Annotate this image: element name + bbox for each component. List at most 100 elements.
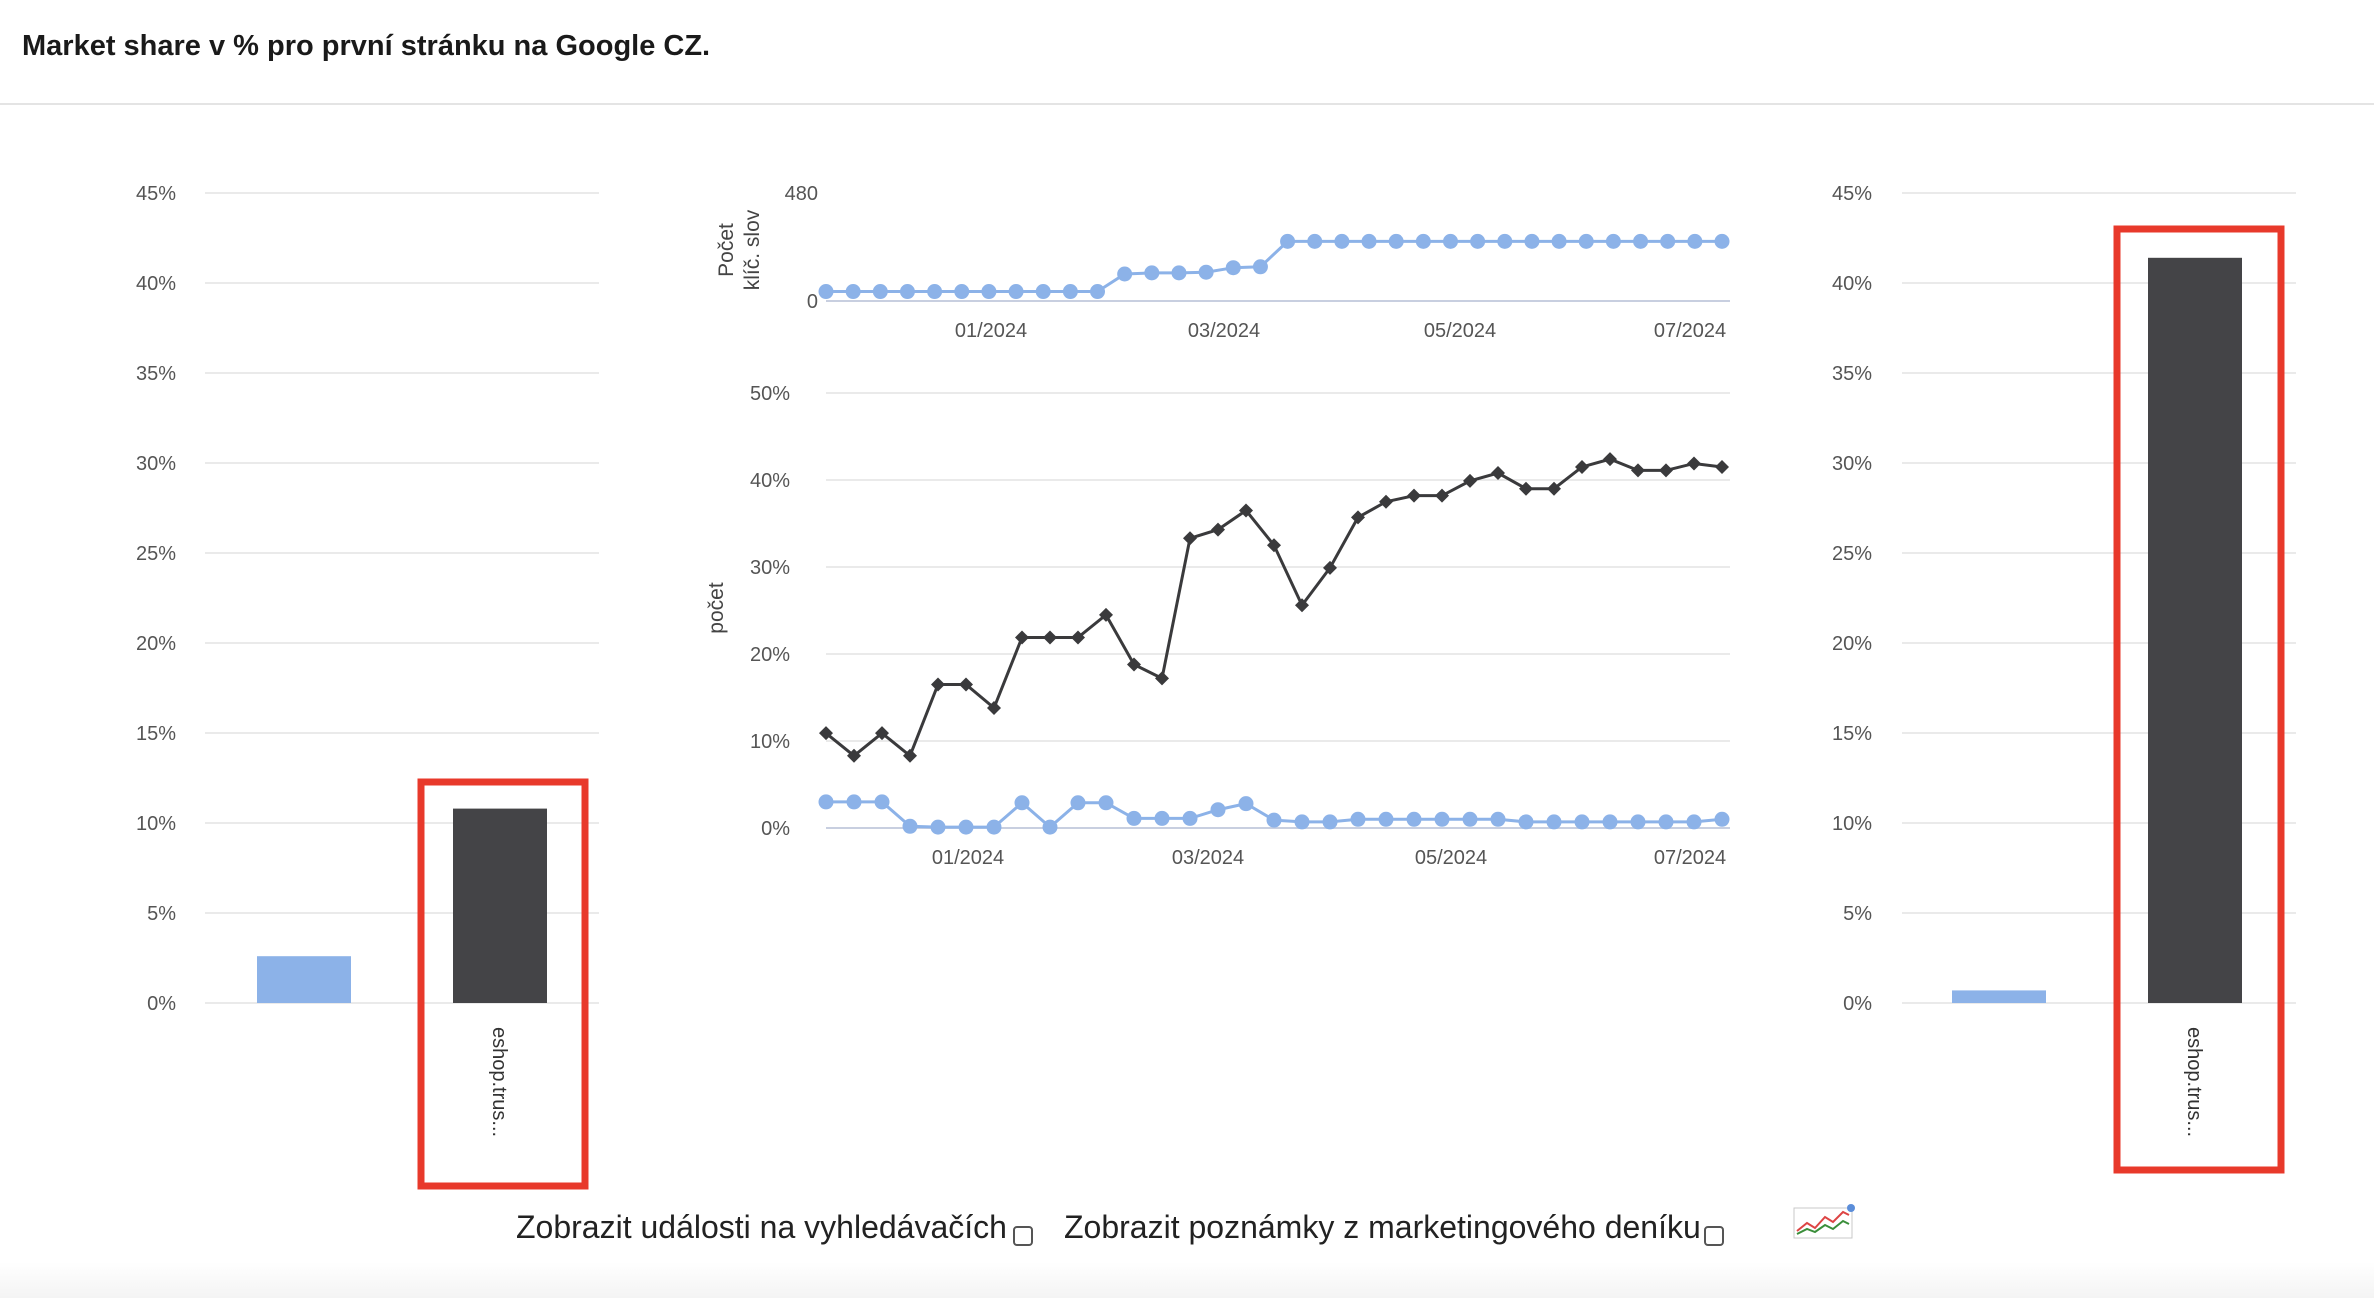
data-point — [1631, 463, 1645, 478]
data-point — [1295, 598, 1309, 613]
data-point — [1603, 452, 1617, 467]
data-point — [1090, 284, 1106, 300]
data-point — [1497, 233, 1513, 249]
data-point — [981, 284, 997, 300]
y-axis-title: počet — [705, 582, 728, 634]
data-point — [1294, 814, 1310, 830]
y-tick-label: 5% — [1843, 903, 1872, 925]
y-tick-label: 25% — [136, 543, 176, 565]
data-point — [1659, 463, 1673, 478]
data-point — [1280, 233, 1296, 249]
data-point — [958, 819, 974, 835]
y-tick-label: 5% — [147, 903, 176, 925]
data-point — [1407, 488, 1421, 503]
marketing-notes-label: Zobrazit poznámky z marketingového deník… — [1064, 1209, 1701, 1245]
data-point — [1518, 814, 1534, 830]
bar — [2148, 257, 2242, 1003]
data-point — [1322, 814, 1338, 830]
y-tick-label: 30% — [136, 453, 176, 475]
data-point — [954, 284, 970, 300]
y-tick-label: 20% — [136, 633, 176, 655]
x-tick-label: 01/2024 — [932, 847, 1004, 869]
data-point — [1042, 819, 1058, 835]
x-tick-label: 03/2024 — [1188, 320, 1260, 342]
bar — [1952, 990, 2046, 1003]
data-point — [1154, 810, 1170, 826]
controls-bar: Zobrazit události na vyhledávačích Zobra… — [0, 1205, 2374, 1265]
data-point — [1043, 630, 1057, 645]
data-point — [1714, 233, 1730, 249]
bar — [257, 956, 351, 1003]
data-point — [1070, 795, 1086, 811]
data-point — [1470, 233, 1486, 249]
data-point — [1524, 233, 1540, 249]
data-point — [1574, 814, 1590, 830]
category-label: eshop.trus... — [2183, 1027, 2205, 1137]
y-tick-label: 25% — [1832, 543, 1872, 565]
data-point — [1171, 265, 1187, 281]
series-line — [825, 457, 1723, 759]
data-point — [1379, 494, 1393, 509]
chart-trend-icon[interactable] — [1793, 1203, 1857, 1239]
data-point — [1238, 796, 1254, 812]
data-point — [1239, 503, 1253, 518]
keywords-count-chart: 0 480 01/2024 03/2024 05/2024 07/2024 Počet klí… — [715, 183, 1730, 342]
y-tick-label: 10% — [136, 813, 176, 835]
data-point — [902, 818, 918, 834]
page-title: Market share v % pro první stránku na Go… — [22, 30, 711, 62]
highlight-box — [417, 778, 589, 1190]
data-point — [1491, 466, 1505, 481]
data-point — [1546, 814, 1562, 830]
data-point — [847, 748, 861, 763]
bar — [453, 808, 547, 1003]
y-tick-label: 40% — [1832, 273, 1872, 295]
data-point — [1334, 233, 1350, 249]
data-point — [959, 677, 973, 692]
x-tick-label: 05/2024 — [1424, 320, 1496, 342]
data-point — [903, 748, 917, 763]
y-tick-label: 10% — [750, 731, 790, 753]
category-label: eshop.trus... — [488, 1027, 510, 1137]
x-tick-label: 03/2024 — [1172, 847, 1244, 869]
data-point — [1350, 811, 1366, 827]
left-bar-chart: 0% 5% 10% 15% 20% 25% 30% 35% 40% 45% eshop.trus..… — [136, 183, 599, 1190]
data-point — [987, 700, 1001, 715]
x-tick-label: 07/2024 — [1654, 847, 1726, 869]
market-share-line-chart: 0% 10% 20% 30% 40% 50% 01/2024 03/2024 05/2024 07… — [705, 383, 1730, 869]
highlight-box — [2113, 225, 2285, 1174]
data-point — [986, 819, 1002, 835]
data-point — [1462, 811, 1478, 827]
x-tick-label: 05/2024 — [1415, 847, 1487, 869]
y-tick-label: 20% — [1832, 633, 1872, 655]
data-point — [899, 284, 915, 300]
data-point — [874, 794, 890, 810]
y-tick-label: 45% — [136, 183, 176, 205]
data-point — [1252, 259, 1268, 275]
header: Market share v % pro první stránku na Go… — [0, 0, 2374, 105]
data-point — [1035, 284, 1051, 300]
y-tick-label: 30% — [750, 557, 790, 579]
data-point — [875, 726, 889, 741]
data-point — [1323, 560, 1337, 575]
data-point — [1182, 810, 1198, 826]
data-point — [1062, 284, 1078, 300]
data-point — [1605, 233, 1621, 249]
data-point — [1361, 233, 1377, 249]
data-point — [1714, 811, 1730, 827]
data-point — [1015, 630, 1029, 645]
series-line — [826, 239, 1722, 294]
marketing-notes-checkbox[interactable] — [1704, 1226, 1724, 1246]
data-point — [1127, 657, 1141, 672]
data-point — [1434, 811, 1450, 827]
data-point — [1378, 811, 1394, 827]
data-point — [1715, 459, 1729, 474]
data-point — [930, 819, 946, 835]
data-point — [1099, 607, 1113, 622]
right-bar-chart: 0% 5% 10% 15% 20% 25% 30% 35% 40% 45% eshop.trus..… — [1832, 183, 2296, 1174]
data-point — [818, 794, 834, 810]
data-point — [1210, 802, 1226, 818]
data-point — [1442, 233, 1458, 249]
data-point — [1519, 481, 1533, 496]
y-axis-title: klíč. slov — [741, 209, 764, 290]
search-events-checkbox[interactable] — [1013, 1226, 1033, 1246]
